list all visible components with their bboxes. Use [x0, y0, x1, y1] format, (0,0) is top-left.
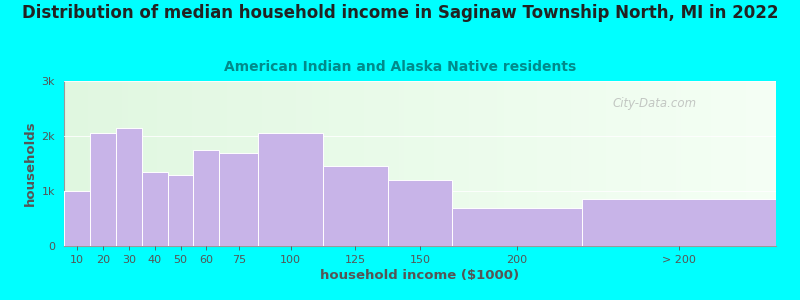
- X-axis label: household income ($1000): household income ($1000): [321, 269, 519, 282]
- Bar: [142, 172, 167, 246]
- Bar: [452, 208, 582, 246]
- Bar: [64, 191, 90, 246]
- Text: City-Data.com: City-Data.com: [612, 98, 696, 110]
- Bar: [582, 199, 776, 246]
- Bar: [388, 180, 452, 246]
- Bar: [194, 150, 219, 246]
- Bar: [258, 133, 323, 246]
- Y-axis label: households: households: [24, 121, 37, 206]
- Text: Distribution of median household income in Saginaw Township North, MI in 2022: Distribution of median household income …: [22, 4, 778, 22]
- Bar: [90, 133, 116, 246]
- Bar: [167, 175, 194, 246]
- Bar: [323, 166, 388, 246]
- Bar: [219, 152, 258, 246]
- Text: American Indian and Alaska Native residents: American Indian and Alaska Native reside…: [224, 60, 576, 74]
- Bar: [116, 128, 142, 246]
